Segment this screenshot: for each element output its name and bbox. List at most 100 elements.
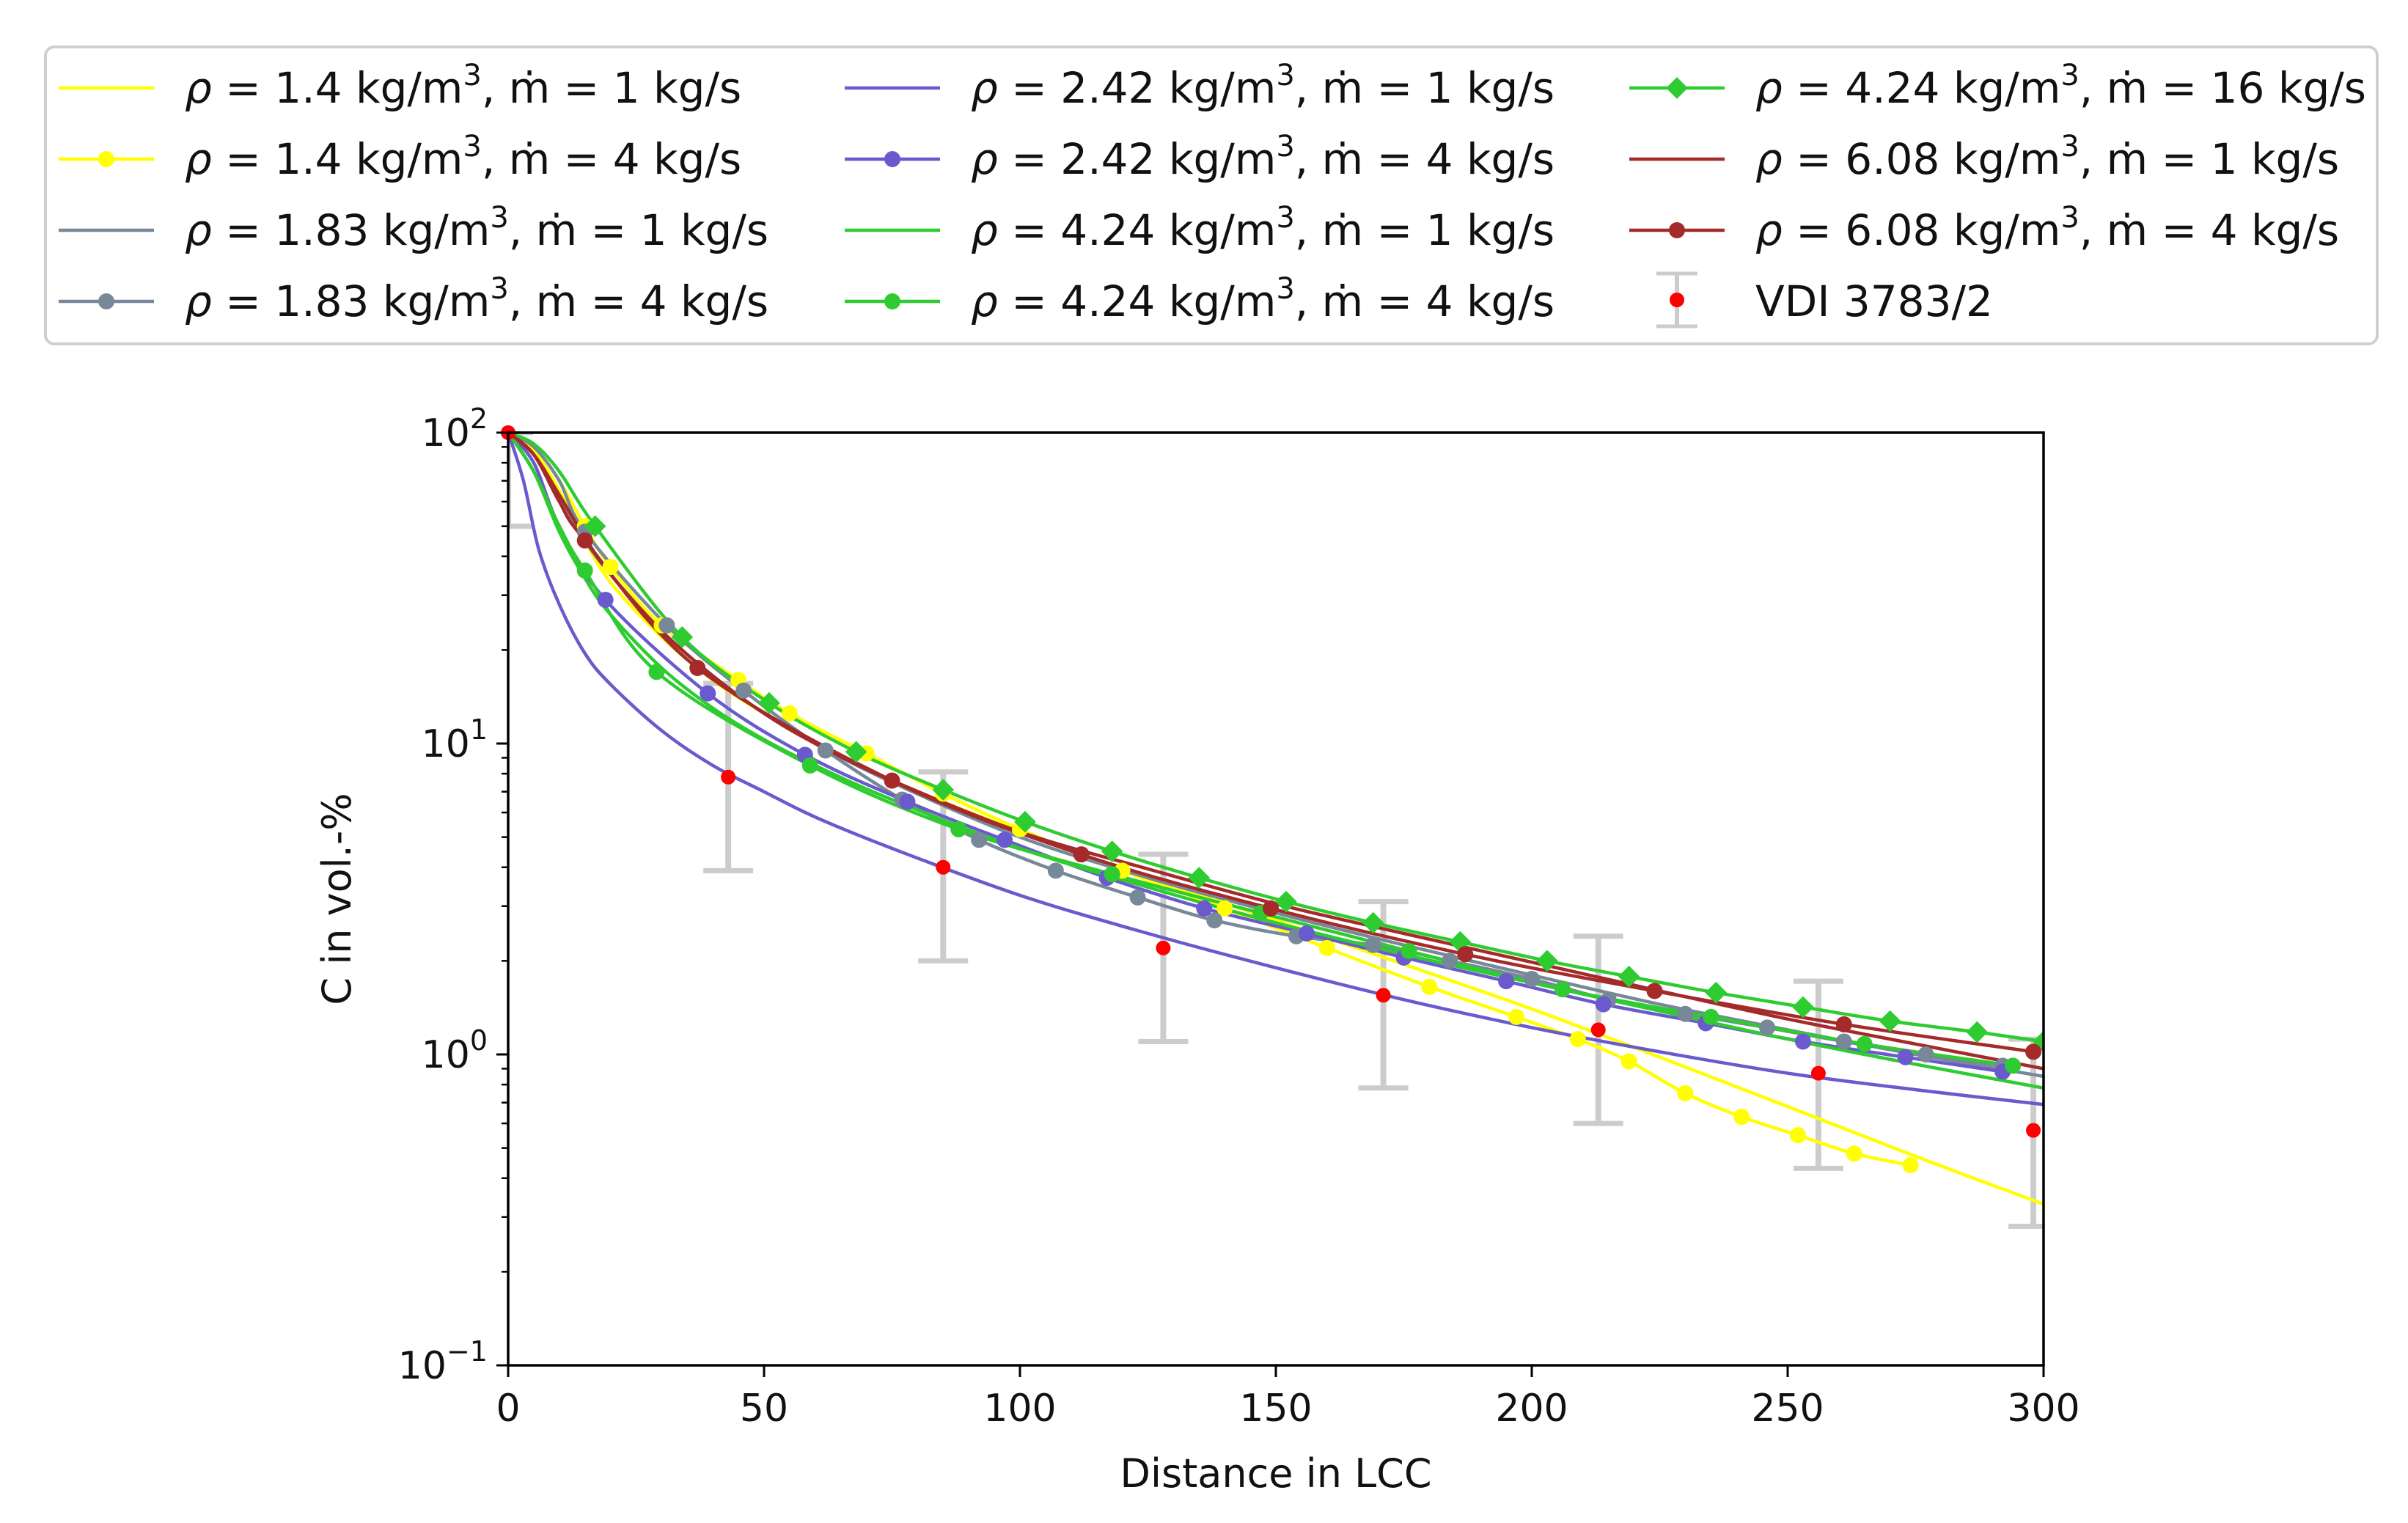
series-9-marker: [1101, 840, 1123, 862]
series-4-marker: [1917, 1046, 1934, 1063]
series-line-2: [508, 433, 1911, 1167]
errorbars: [508, 433, 2044, 1229]
series-9-marker: [758, 691, 780, 714]
series-11-marker: [576, 532, 593, 549]
series-9-marker: [1014, 810, 1036, 833]
series-4-marker: [1835, 1033, 1852, 1050]
series-6-marker: [899, 793, 916, 810]
series-9-marker: [1188, 867, 1211, 889]
series-line-6: [508, 433, 2003, 1074]
series-11-marker: [2025, 1043, 2042, 1060]
series-6-marker: [1794, 1033, 1811, 1050]
series-4-marker: [1047, 862, 1064, 879]
legend-swatch-marker: [98, 151, 114, 167]
series-11-marker: [1263, 900, 1280, 917]
series-4-marker: [1206, 912, 1223, 929]
legend-label: ρ = 4.24 kg/m3, ṁ = 1 kg/s: [971, 201, 1554, 255]
x-tick-label: 300: [2007, 1387, 2080, 1431]
series-8-marker: [1104, 866, 1120, 883]
legend-frame: [44, 45, 2379, 345]
series-11-marker: [1646, 983, 1663, 999]
series-9-marker: [932, 779, 955, 801]
x-axis-title: Distance in LCC: [1120, 1450, 1431, 1497]
series-9-marker: [845, 741, 867, 763]
reference-point: [1810, 1065, 1826, 1081]
legend-swatch-marker: [1669, 222, 1685, 238]
reference-point: [1376, 988, 1391, 1003]
series-9-marker: [1536, 950, 1558, 972]
legend-item: ρ = 1.83 kg/m3, ṁ = 4 kg/s: [59, 272, 768, 326]
series-4-marker: [817, 742, 834, 759]
legend-item: ρ = 2.42 kg/m3, ṁ = 1 kg/s: [845, 59, 1554, 113]
series-markers: [576, 515, 2044, 1174]
series-6-marker: [1595, 996, 1612, 1013]
legend-label: ρ = 6.08 kg/m3, ṁ = 4 kg/s: [1755, 201, 2339, 255]
legend-item: ρ = 4.24 kg/m3, ṁ = 1 kg/s: [845, 201, 1554, 255]
y-axis-title: C in vol.-%: [314, 793, 360, 1005]
series-6-marker: [1196, 900, 1213, 917]
legend-label: ρ = 1.83 kg/m3, ṁ = 1 kg/s: [185, 201, 768, 255]
x-axis: 0 50 100 150 200 250 300 Distance in LCC: [496, 1365, 2080, 1497]
y-tick-label: 10−1: [398, 1335, 488, 1388]
series-line-10: [508, 433, 2044, 1071]
series-9-marker: [1966, 1021, 1989, 1043]
series-4-marker: [735, 682, 752, 699]
series-9-marker: [2033, 1030, 2044, 1053]
series-line-7: [508, 433, 2044, 1090]
series-9-marker: [671, 625, 694, 648]
series-6-marker: [700, 685, 716, 702]
series-4-marker: [1442, 953, 1458, 969]
x-tick-label: 0: [496, 1387, 520, 1431]
reference-points: [501, 425, 2041, 1138]
series-8-marker: [1401, 943, 1417, 960]
series-9-marker: [1618, 965, 1640, 988]
legend-item: VDI 3783/2: [1656, 271, 1993, 329]
series-8-marker: [1703, 1008, 1719, 1025]
series-2-marker: [1421, 978, 1438, 995]
legend-label: VDI 3783/2: [1755, 276, 1993, 326]
series-4-marker: [1759, 1019, 1776, 1036]
legend-swatch-marker: [884, 151, 900, 167]
series-4-marker: [1129, 889, 1146, 906]
legend-label: ρ = 4.24 kg/m3, ṁ = 4 kg/s: [971, 272, 1554, 326]
series-9-marker: [1362, 911, 1384, 934]
x-tick-label: 100: [983, 1387, 1056, 1431]
series-line-4: [508, 433, 2003, 1068]
series-line-11: [508, 433, 2034, 1054]
reference-point: [936, 859, 951, 875]
x-tick-label: 50: [740, 1387, 788, 1431]
series-8-marker: [801, 757, 818, 774]
series-9-marker: [1792, 996, 1814, 1019]
series-2-marker: [1318, 939, 1335, 956]
legend-item: ρ = 1.83 kg/m3, ṁ = 1 kg/s: [59, 201, 768, 255]
legend-swatch-marker: [1666, 77, 1688, 99]
plot-area: 0 50 100 150 200 250 300 Distance in LCC 10−1 100…: [314, 403, 2080, 1497]
legend-label: ρ = 2.42 kg/m3, ṁ = 4 kg/s: [971, 130, 1554, 184]
legend-label: ρ = 1.83 kg/m3, ṁ = 4 kg/s: [185, 272, 768, 326]
series-6-marker: [597, 591, 614, 608]
series-8-marker: [1856, 1035, 1873, 1052]
series-2-marker: [1216, 900, 1233, 917]
y-tick-label: 101: [422, 713, 488, 766]
reference-point: [721, 769, 736, 785]
series-11-marker: [884, 772, 900, 789]
series-11-marker: [1073, 846, 1090, 863]
series-lines: [508, 433, 2044, 1206]
x-tick-label: 150: [1239, 1387, 1312, 1431]
y-tick-label: 100: [422, 1024, 488, 1077]
series-6-marker: [1897, 1049, 1914, 1065]
series-9-marker: [1879, 1010, 1901, 1032]
legend-item: ρ = 1.4 kg/m3, ṁ = 1 kg/s: [59, 59, 741, 113]
legend-item: ρ = 6.08 kg/m3, ṁ = 1 kg/s: [1629, 130, 2339, 184]
series-line-8: [508, 433, 2014, 1068]
legend-swatch-marker: [884, 293, 900, 309]
series-2-marker: [1569, 1031, 1586, 1048]
x-tick-label: 250: [1751, 1387, 1824, 1431]
series-8-marker: [950, 821, 967, 837]
series-8-marker: [1554, 981, 1571, 998]
y-tick-label: 102: [422, 403, 488, 455]
reference-point: [1590, 1022, 1606, 1038]
legend-item: ρ = 4.24 kg/m3, ṁ = 4 kg/s: [845, 272, 1554, 326]
legend-label: ρ = 1.4 kg/m3, ṁ = 1 kg/s: [185, 59, 741, 113]
legend-label: ρ = 6.08 kg/m3, ṁ = 1 kg/s: [1755, 130, 2339, 184]
